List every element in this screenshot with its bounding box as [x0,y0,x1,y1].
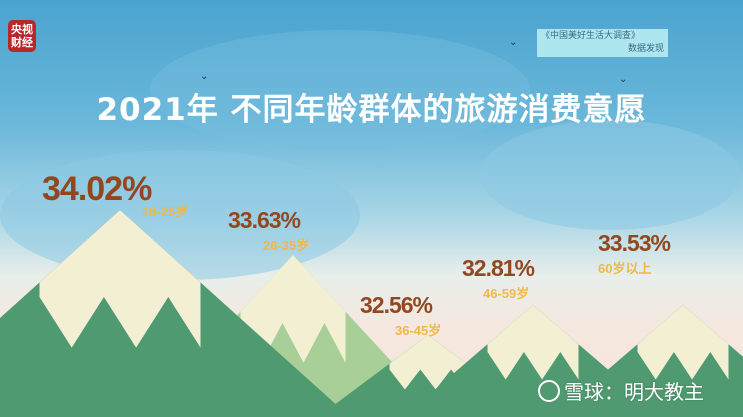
value-label: 33.63% [228,207,301,233]
xueqiu-logo-icon [538,379,560,402]
cloud [0,150,360,280]
source-line: 数据发现 [627,44,664,54]
snow-cap-2 [389,335,467,390]
bird-icon: ⌄ [509,37,518,48]
bird-icon: ⌄ [619,74,628,85]
value-label: 32.56% [360,292,433,318]
chart-title: 2021年 不同年龄群体的旅游消费意愿 [96,92,647,128]
age-label: 46-59岁 [483,286,530,301]
age-label: 26-35岁 [263,238,310,253]
cloud [150,30,530,150]
age-label: 36-45岁 [395,323,442,338]
age-label: 60岁以上 [598,261,652,276]
snow-cap-3 [487,305,579,380]
snow-cap-1 [240,255,346,363]
value-label: 33.53% [598,230,671,256]
bird-icon: ⌄ [200,71,209,82]
value-label: 32.81% [462,255,535,281]
value-label: 34.02% [42,170,152,208]
source-note: 《中国美好生活大调查》 数据发现 [537,29,668,57]
snow-cap-0 [39,210,201,348]
logo-line: 财经 [11,36,33,49]
age-label: 18-25岁 [142,204,189,219]
source-line: 《中国美好生活大调查》 [541,31,641,41]
watermark-text: 雪球：明大教主 [564,380,704,404]
snow-cap-4 [637,305,729,380]
cctv-finance-logo: 央视 财经 [8,20,36,52]
cloud [480,120,740,230]
logo-line: 央视 [11,23,33,36]
watermark: 雪球：明大教主 [538,376,704,405]
